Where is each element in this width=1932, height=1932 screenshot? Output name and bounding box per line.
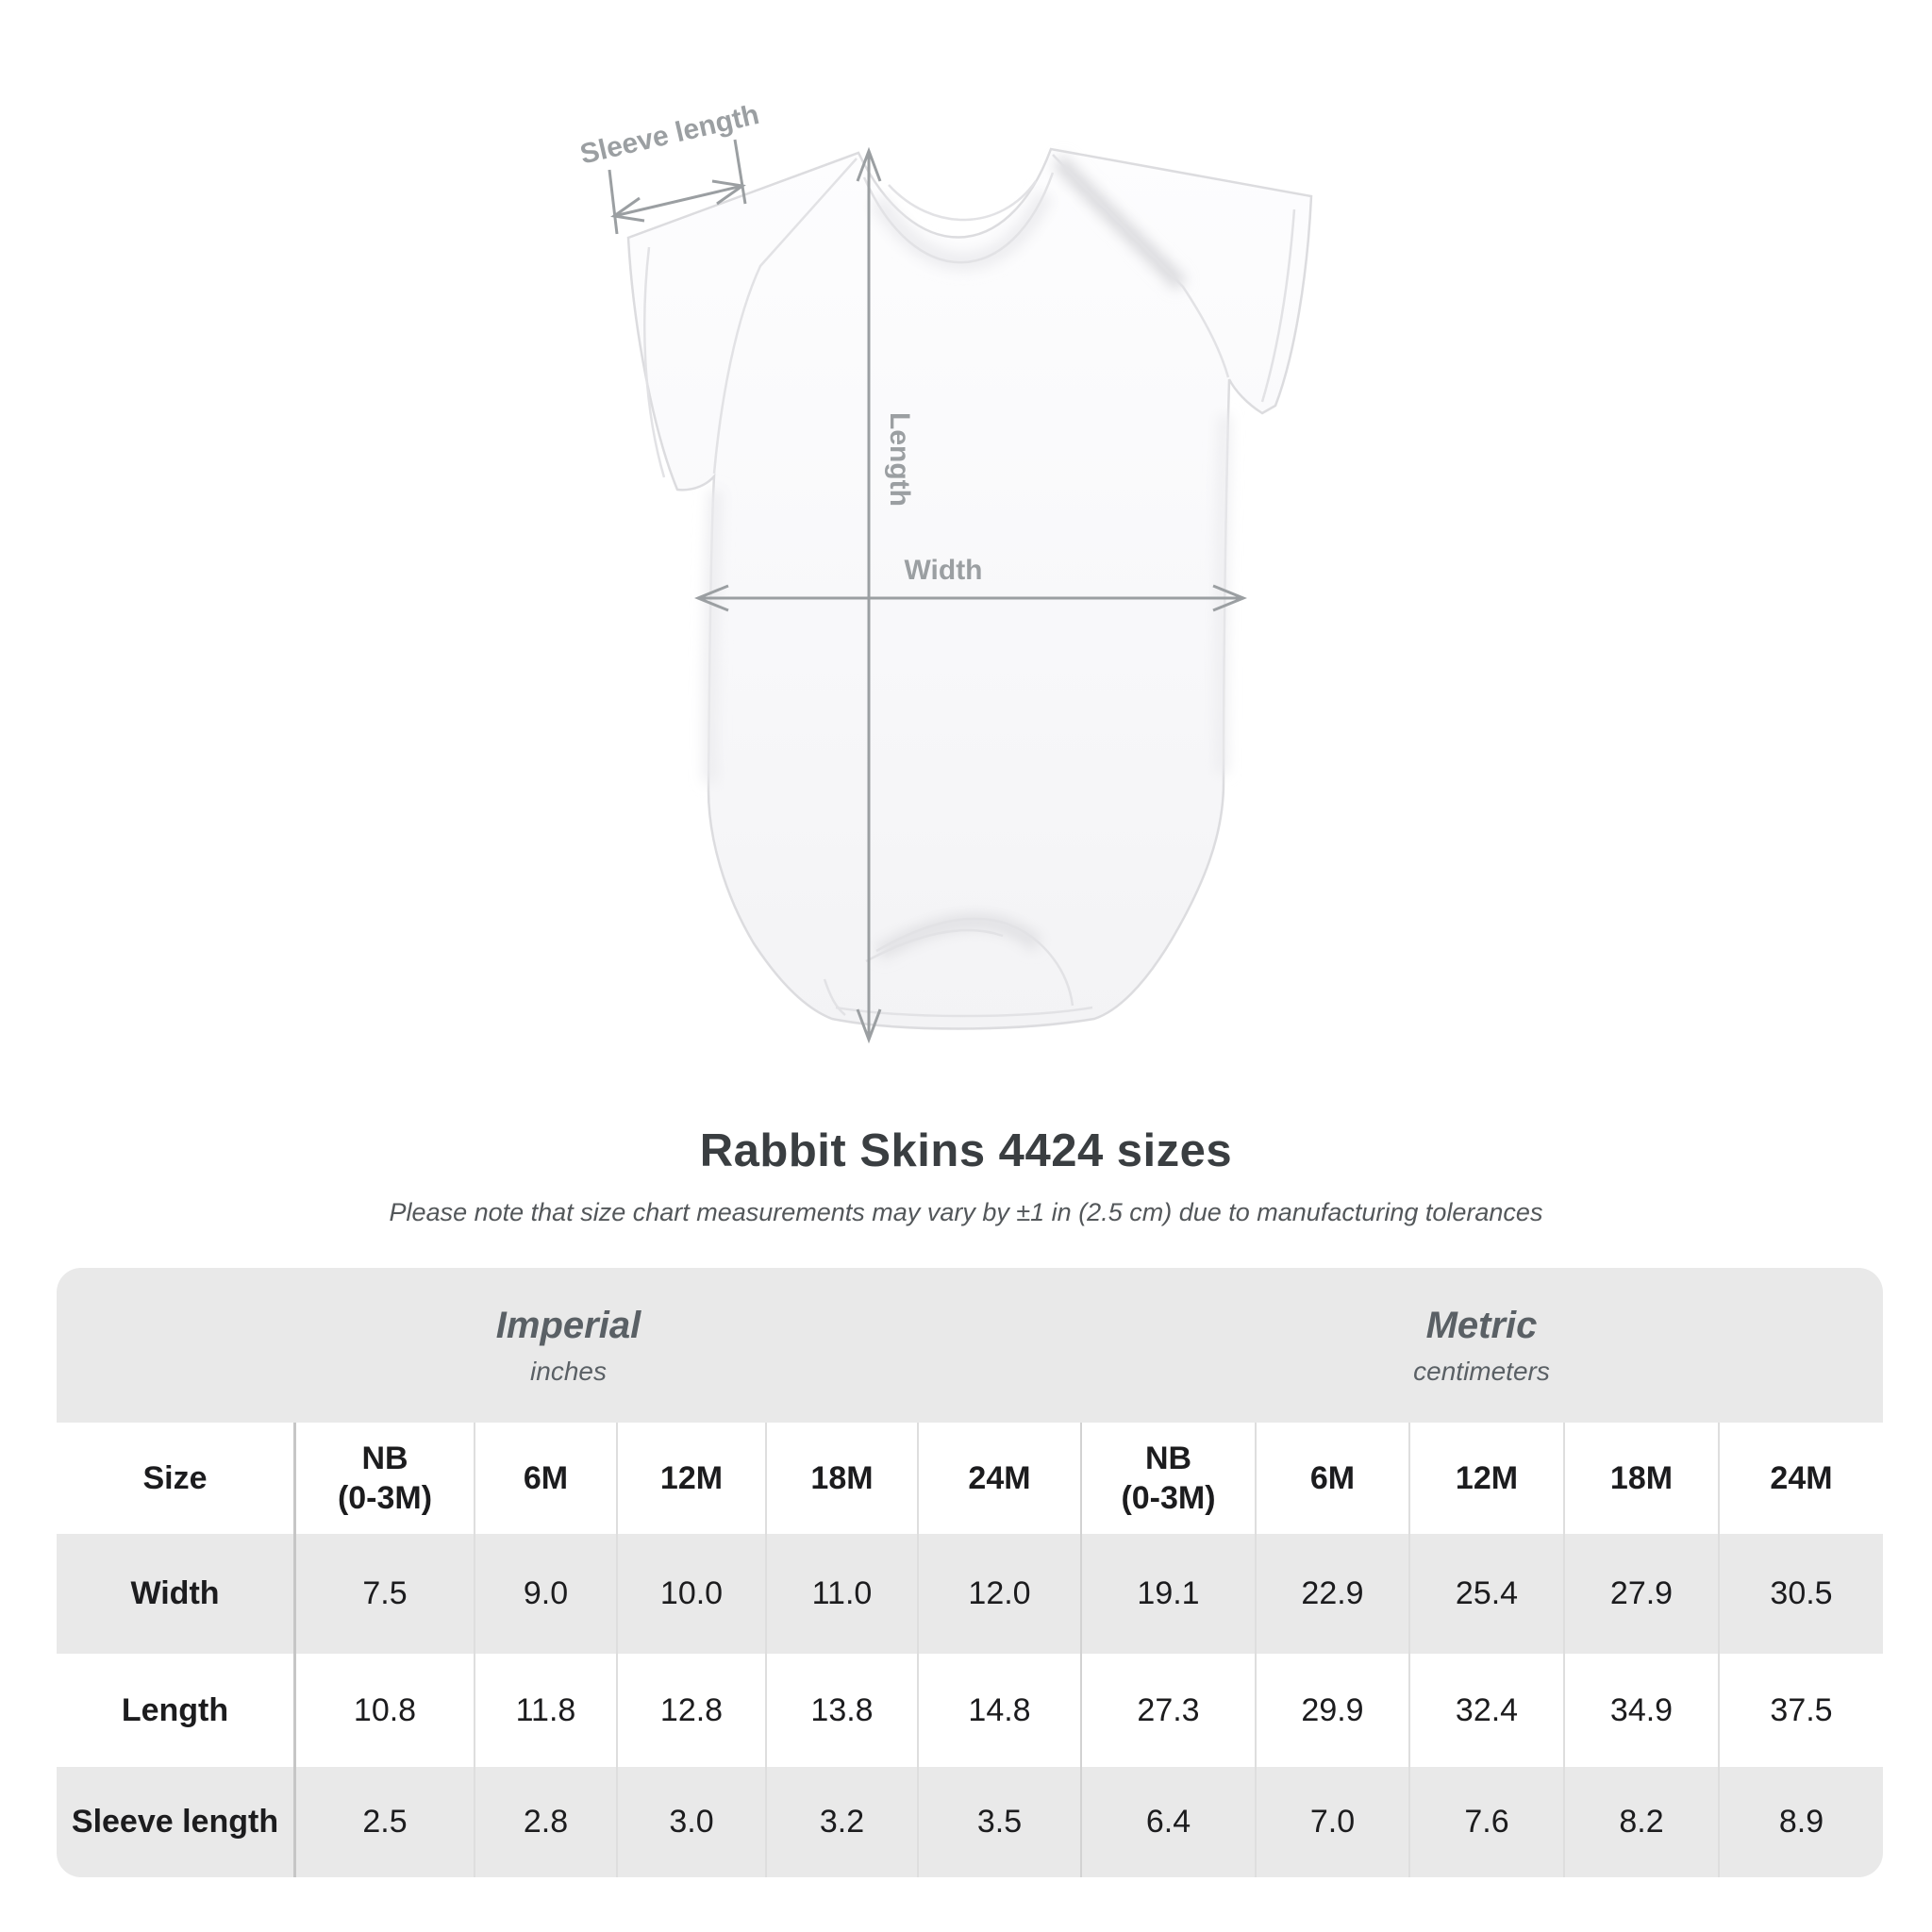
length-label: Length: [884, 412, 915, 507]
header-cell: 6M: [1255, 1423, 1408, 1534]
width-dimension: [694, 584, 1247, 612]
length-dimension: [856, 146, 882, 1044]
onesie-outline: [626, 147, 1313, 1030]
value-cell: 12.0: [917, 1534, 1080, 1654]
value-cell: 7.6: [1408, 1767, 1563, 1877]
width-label: Width: [904, 555, 982, 586]
header-cell: 18M: [765, 1423, 917, 1534]
metric-unit: centimeters: [1413, 1356, 1550, 1386]
value-cell: 13.8: [765, 1654, 917, 1767]
metric-section-header: Metric centimeters: [1080, 1268, 1883, 1423]
header-cell: 12M: [616, 1423, 765, 1534]
sleeve-length-label: Sleeve length: [577, 99, 762, 171]
value-cell: 2.5: [293, 1767, 474, 1877]
value-cell: 34.9: [1563, 1654, 1718, 1767]
value-cell: 32.4: [1408, 1654, 1563, 1767]
value-cell: 6.4: [1080, 1767, 1255, 1877]
onesie-measurement-diagram: Sleeve length Length Width: [577, 99, 1313, 1044]
value-cell: 3.2: [765, 1767, 917, 1877]
header-cell: 12M: [1408, 1423, 1563, 1534]
length-row: Length 10.8 11.8 12.8 13.8 14.8 27.3 29.…: [57, 1654, 1883, 1767]
value-cell: 12.8: [616, 1654, 765, 1767]
header-cell: NB (0-3M): [1080, 1423, 1255, 1534]
size-header-row: Size NB (0-3M) 6M 12M 18M 24M NB (0-3M) …: [57, 1423, 1883, 1534]
width-row: Width 7.5 9.0 10.0 11.0 12.0 19.1 22.9 2…: [57, 1534, 1883, 1654]
header-cell: NB (0-3M): [293, 1423, 474, 1534]
value-cell: 29.9: [1255, 1654, 1408, 1767]
imperial-section-header: Imperial inches: [57, 1268, 1080, 1423]
value-cell: 3.0: [616, 1767, 765, 1877]
value-cell: 14.8: [917, 1654, 1080, 1767]
header-cell: 24M: [917, 1423, 1080, 1534]
value-cell: 22.9: [1255, 1534, 1408, 1654]
value-cell: 7.5: [293, 1534, 474, 1654]
value-cell: 8.9: [1718, 1767, 1883, 1877]
sleeve-length-row: Sleeve length 2.5 2.8 3.0 3.2 3.5 6.4 7.…: [57, 1767, 1883, 1877]
page-subtitle: Please note that size chart measurements…: [389, 1198, 1543, 1226]
header-cell: 24M: [1718, 1423, 1883, 1534]
value-cell: 10.8: [293, 1654, 474, 1767]
header-cell: 6M: [474, 1423, 616, 1534]
value-cell: 37.5: [1718, 1654, 1883, 1767]
value-cell: 27.9: [1563, 1534, 1718, 1654]
value-cell: 9.0: [474, 1534, 616, 1654]
imperial-unit: inches: [530, 1356, 607, 1386]
onesie-seams: [643, 154, 1296, 1018]
header-cell: 18M: [1563, 1423, 1718, 1534]
size-table: Imperial inches Metric centimeters Size …: [57, 1268, 1883, 1877]
value-cell: 19.1: [1080, 1534, 1255, 1654]
sleeve-length-dimension: [608, 139, 747, 235]
value-cell: 7.0: [1255, 1767, 1408, 1877]
page-title: Rabbit Skins 4424 sizes: [699, 1125, 1233, 1176]
row-label: Length: [121, 1691, 229, 1728]
metric-label: Metric: [1425, 1304, 1538, 1346]
value-cell: 30.5: [1718, 1534, 1883, 1654]
size-corner-label: Size: [142, 1459, 208, 1496]
value-cell: 27.3: [1080, 1654, 1255, 1767]
value-cell: 25.4: [1408, 1534, 1563, 1654]
value-cell: 11.8: [474, 1654, 616, 1767]
value-cell: 3.5: [917, 1767, 1080, 1877]
value-cell: 10.0: [616, 1534, 765, 1654]
value-cell: 2.8: [474, 1767, 616, 1877]
unit-system-band: Imperial inches Metric centimeters: [57, 1268, 1883, 1423]
value-cell: 11.0: [765, 1534, 917, 1654]
imperial-label: Imperial: [495, 1304, 641, 1346]
value-cell: 8.2: [1563, 1767, 1718, 1877]
row-label: Sleeve length: [71, 1804, 279, 1840]
row-label: Width: [130, 1575, 220, 1611]
